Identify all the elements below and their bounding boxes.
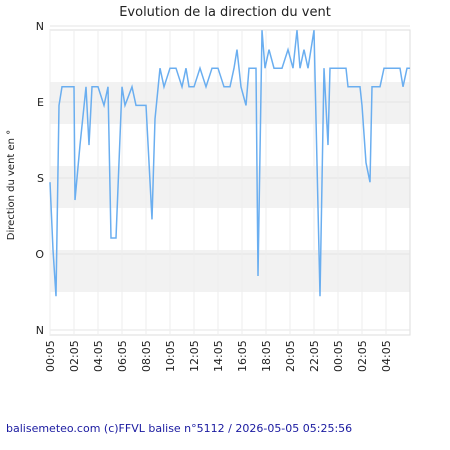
x-tick-label: 08:05 bbox=[140, 340, 153, 372]
chart-title: Evolution de la direction du vent bbox=[119, 5, 331, 20]
y-tick-label: O bbox=[35, 248, 44, 261]
y-tick-label: N bbox=[36, 20, 44, 33]
x-tick-label: 04:05 bbox=[92, 340, 105, 372]
x-tick-label: 10:05 bbox=[164, 340, 177, 372]
band bbox=[50, 250, 410, 292]
band bbox=[50, 166, 410, 208]
x-tick-label: 00:05 bbox=[332, 340, 345, 372]
x-tick-label: 04:05 bbox=[380, 340, 393, 372]
y-tick-label: S bbox=[37, 172, 44, 185]
x-tick-label: 22:05 bbox=[308, 340, 321, 372]
x-tick-label: 16:05 bbox=[236, 340, 249, 372]
x-tick-label: 20:05 bbox=[284, 340, 297, 372]
y-tick-label: N bbox=[36, 324, 44, 337]
x-tick-label: 14:05 bbox=[212, 340, 225, 372]
band bbox=[50, 82, 410, 124]
x-tick-label: 02:05 bbox=[68, 340, 81, 372]
x-tick-label: 12:05 bbox=[188, 340, 201, 372]
footer: balisemeteo.com (c)FFVL balise n°5112 / … bbox=[6, 422, 352, 435]
y-axis-title: Direction du vent en ° bbox=[6, 130, 17, 240]
x-tick-label: 02:05 bbox=[356, 340, 369, 372]
x-tick-label: 06:05 bbox=[116, 340, 129, 372]
line-series bbox=[49, 30, 410, 297]
y-tick-label: E bbox=[37, 96, 44, 109]
x-tick-label: 18:05 bbox=[260, 340, 273, 372]
x-tick-label: 00:05 bbox=[44, 340, 57, 372]
